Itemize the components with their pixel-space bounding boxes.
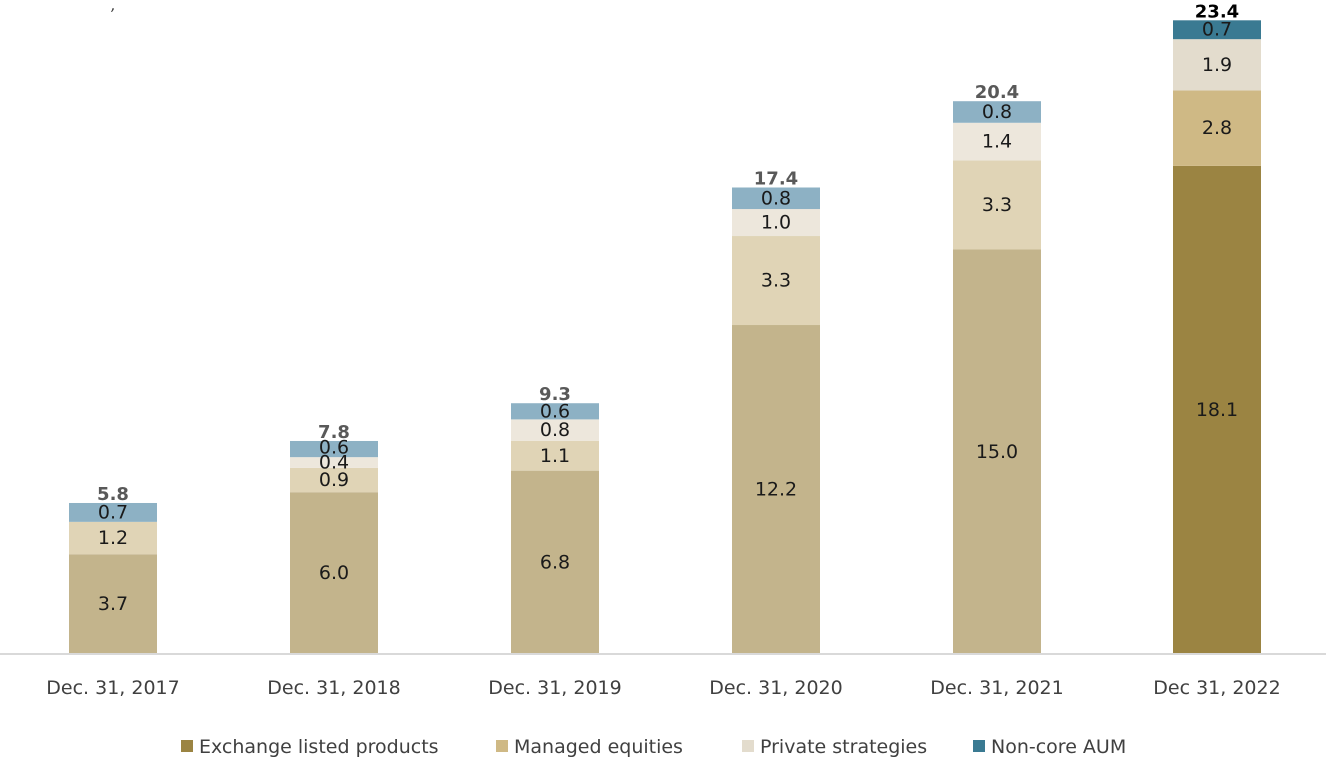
data-label-non-core-aum-1: 0.6 xyxy=(319,437,349,459)
bar-non-core-aum-3 xyxy=(732,187,820,210)
data-label-private-strategies-5: 1.9 xyxy=(1202,54,1232,76)
bar-private-strategies-5 xyxy=(1173,39,1261,91)
data-label-non-core-aum-4: 0.8 xyxy=(982,101,1012,123)
bar-private-strategies-2 xyxy=(511,419,599,441)
bar-non-core-aum-5 xyxy=(1173,20,1261,40)
x-tick-label-4: Dec. 31, 2021 xyxy=(930,677,1063,699)
data-label-exchange-listed-products-2: 6.8 xyxy=(540,551,570,573)
bar-exchange-listed-products-3 xyxy=(732,325,820,654)
data-label-non-core-aum-3: 0.8 xyxy=(761,187,791,209)
bar-non-core-aum-4 xyxy=(953,101,1041,123)
total-label-0: 5.8 xyxy=(97,484,129,505)
bar-non-core-aum-0 xyxy=(69,502,157,522)
data-label-private-strategies-4: 1.4 xyxy=(982,131,1012,153)
bar-non-core-aum-2 xyxy=(511,403,599,420)
legend-label-managed-equities: Managed equities xyxy=(514,736,683,758)
data-label-exchange-listed-products-0: 3.7 xyxy=(98,593,128,615)
bar-private-strategies-3 xyxy=(732,209,820,237)
bars-group: 3.71.20.75.86.00.90.40.67.86.81.10.80.69… xyxy=(69,1,1261,654)
legend-swatch-private-strategies xyxy=(742,740,754,752)
data-label-managed-equities-0: 1.2 xyxy=(98,527,128,549)
bar-exchange-listed-products-4 xyxy=(953,249,1041,654)
data-label-exchange-listed-products-4: 15.0 xyxy=(976,441,1018,463)
bar-private-strategies-1 xyxy=(290,457,378,468)
bar-exchange-listed-products-2 xyxy=(511,470,599,654)
data-label-private-strategies-1: 0.4 xyxy=(319,452,349,474)
total-label-1: 7.8 xyxy=(318,422,350,443)
bar-exchange-listed-products-5 xyxy=(1173,165,1261,654)
data-label-managed-equities-3: 3.3 xyxy=(761,270,791,292)
total-label-2: 9.3 xyxy=(539,384,571,405)
bar-managed-equities-2 xyxy=(511,440,599,471)
legend-label-exchange-listed-products: Exchange listed products xyxy=(199,736,439,758)
x-tick-labels: Dec. 31, 2017 Dec. 31, 2018 Dec. 31, 2019 D… xyxy=(46,677,1280,699)
data-label-private-strategies-3: 1.0 xyxy=(761,212,791,234)
x-tick-label-1: Dec. 31, 2018 xyxy=(267,677,400,699)
bar-exchange-listed-products-1 xyxy=(290,492,378,654)
data-label-private-strategies-2: 0.8 xyxy=(540,419,570,441)
total-label-3: 17.4 xyxy=(754,168,798,189)
bar-managed-equities-0 xyxy=(69,521,157,555)
bar-managed-equities-1 xyxy=(290,467,378,493)
data-label-non-core-aum-2: 0.6 xyxy=(540,400,570,422)
bar-managed-equities-3 xyxy=(732,236,820,326)
total-label-4: 20.4 xyxy=(975,82,1019,103)
data-label-managed-equities-1: 0.9 xyxy=(319,469,349,491)
data-label-managed-equities-4: 3.3 xyxy=(982,194,1012,216)
legend-label-private-strategies: Private strategies xyxy=(760,736,927,758)
bar-private-strategies-4 xyxy=(953,122,1041,161)
legend-swatch-managed-equities xyxy=(496,740,508,752)
data-label-managed-equities-2: 1.1 xyxy=(540,445,570,467)
data-label-exchange-listed-products-1: 6.0 xyxy=(319,562,349,584)
data-label-exchange-listed-products-5: 18.1 xyxy=(1196,399,1238,421)
bar-managed-equities-4 xyxy=(953,160,1041,250)
data-label-exchange-listed-products-3: 12.2 xyxy=(755,479,797,501)
data-label-managed-equities-5: 2.8 xyxy=(1202,117,1232,139)
total-label-5: 23.4 xyxy=(1195,1,1239,22)
x-tick-label-2: Dec. 31, 2019 xyxy=(488,677,621,699)
legend: Exchange listed products Managed equities… xyxy=(181,736,1126,758)
x-tick-label-5: Dec 31, 2022 xyxy=(1153,677,1280,699)
corner-text: , xyxy=(111,0,116,14)
bar-managed-equities-5 xyxy=(1173,90,1261,166)
legend-label-non-core-aum: Non-core AUM xyxy=(991,736,1126,758)
data-label-non-core-aum-0: 0.7 xyxy=(98,501,128,523)
x-tick-label-3: Dec. 31, 2020 xyxy=(709,677,842,699)
x-tick-label-0: Dec. 31, 2017 xyxy=(46,677,179,699)
legend-swatch-exchange-listed-products xyxy=(181,740,193,752)
bar-exchange-listed-products-0 xyxy=(69,554,157,654)
bar-non-core-aum-1 xyxy=(290,440,378,458)
legend-swatch-non-core-aum xyxy=(973,740,985,752)
data-label-non-core-aum-5: 0.7 xyxy=(1202,19,1232,41)
